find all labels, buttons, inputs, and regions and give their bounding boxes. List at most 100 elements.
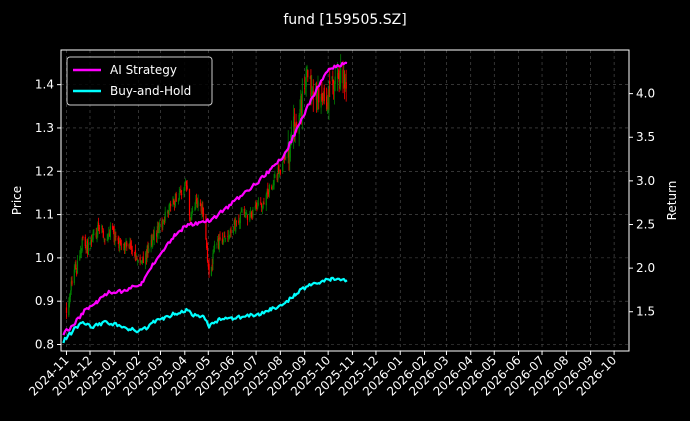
candle-body (301, 91, 303, 117)
candle-body (316, 93, 318, 102)
candle-body (238, 220, 240, 224)
y-tick-label-left: 1.1 (35, 208, 54, 222)
candle-body (219, 237, 221, 240)
candle-body (224, 235, 226, 238)
candle-body (315, 86, 318, 100)
candle-body (202, 213, 205, 216)
candle-body (246, 215, 249, 220)
y-tick-label-left: 1.4 (35, 78, 54, 92)
candle-body (328, 86, 330, 111)
candle-body (206, 240, 208, 249)
candle-body (81, 238, 83, 251)
legend: AI Strategy Buy-and-Hold (66, 56, 213, 106)
candle-body (192, 210, 194, 213)
candle-body (90, 239, 93, 242)
candle-body (179, 191, 181, 193)
candle-body (337, 73, 339, 79)
candle-body (115, 236, 117, 237)
candle-body (120, 243, 122, 245)
candle-body (123, 243, 126, 251)
candle-body (75, 264, 77, 270)
candle-body (101, 228, 104, 229)
candle-body (265, 194, 267, 206)
candle-body (125, 240, 127, 246)
candle-body (131, 249, 133, 252)
candle-body (326, 106, 328, 112)
candle-body (321, 92, 323, 101)
legend-frame (66, 56, 213, 106)
candle-body (263, 202, 265, 205)
y-tick-label-left: 1.3 (35, 121, 54, 135)
candle-body (139, 257, 141, 261)
candle-body (334, 76, 336, 84)
candle-body (212, 253, 214, 264)
y-tick-label-right: 3.0 (636, 174, 655, 188)
candle-body (112, 226, 114, 230)
candle-body (278, 165, 280, 172)
candle-body (181, 193, 183, 195)
y-tick-label-right: 4.0 (636, 87, 655, 101)
candle-body (196, 202, 198, 208)
candle-body (186, 185, 188, 189)
candle-body (213, 244, 216, 249)
candle-body (250, 212, 252, 217)
candle-body (189, 217, 191, 219)
candle-body (74, 266, 76, 271)
candle-body (283, 158, 285, 160)
candle-body (91, 237, 93, 241)
candle-body (285, 157, 287, 159)
candle-body (108, 232, 110, 236)
candle-body (150, 240, 152, 249)
candle-body (177, 199, 180, 202)
candle-body (114, 234, 116, 242)
candle-body (118, 240, 120, 249)
candle-body (175, 193, 177, 202)
candle-body (199, 202, 202, 207)
candle-body (197, 200, 199, 207)
candle-body (227, 236, 229, 237)
candle-body (95, 232, 97, 238)
candle-body (257, 206, 259, 209)
y-axis-label-left: Price (10, 186, 24, 215)
candle-body (325, 96, 328, 110)
candle-body (76, 270, 78, 275)
candle-body (184, 182, 186, 191)
candle-body (194, 206, 196, 211)
candle-body (188, 189, 191, 216)
candle-body (222, 241, 224, 245)
candle-body (174, 203, 176, 205)
candle-body (200, 205, 202, 212)
candle-body (284, 157, 286, 160)
candle-body (234, 218, 236, 230)
candle-body (183, 188, 185, 195)
candle-body (293, 121, 296, 131)
candle-body (342, 69, 344, 84)
candle-body (279, 169, 281, 174)
candle-body (233, 221, 235, 225)
candle-body (276, 174, 278, 180)
y-tick-label-right: 3.5 (636, 130, 655, 144)
candle-body (147, 245, 149, 254)
y-tick-label-left: 0.9 (35, 294, 54, 308)
candle-body (322, 95, 324, 99)
candle-body (102, 230, 104, 238)
candle-body (201, 204, 203, 214)
candle-body (208, 264, 210, 274)
candle-body (344, 74, 346, 88)
candle-body (87, 240, 89, 255)
candle-body (272, 183, 274, 187)
candle-body (126, 242, 128, 247)
candle-body (241, 208, 243, 213)
candle-body (92, 232, 94, 240)
candle-body (249, 213, 251, 221)
candle-body (112, 227, 115, 233)
candle-body (299, 109, 301, 114)
candle-body (163, 219, 166, 223)
candle-body (87, 243, 90, 255)
candle-body (213, 248, 215, 254)
candle-body (223, 236, 225, 240)
candle-body (173, 199, 175, 205)
candle-body (244, 213, 246, 216)
candle-body (185, 181, 187, 187)
candle-body (86, 241, 88, 251)
